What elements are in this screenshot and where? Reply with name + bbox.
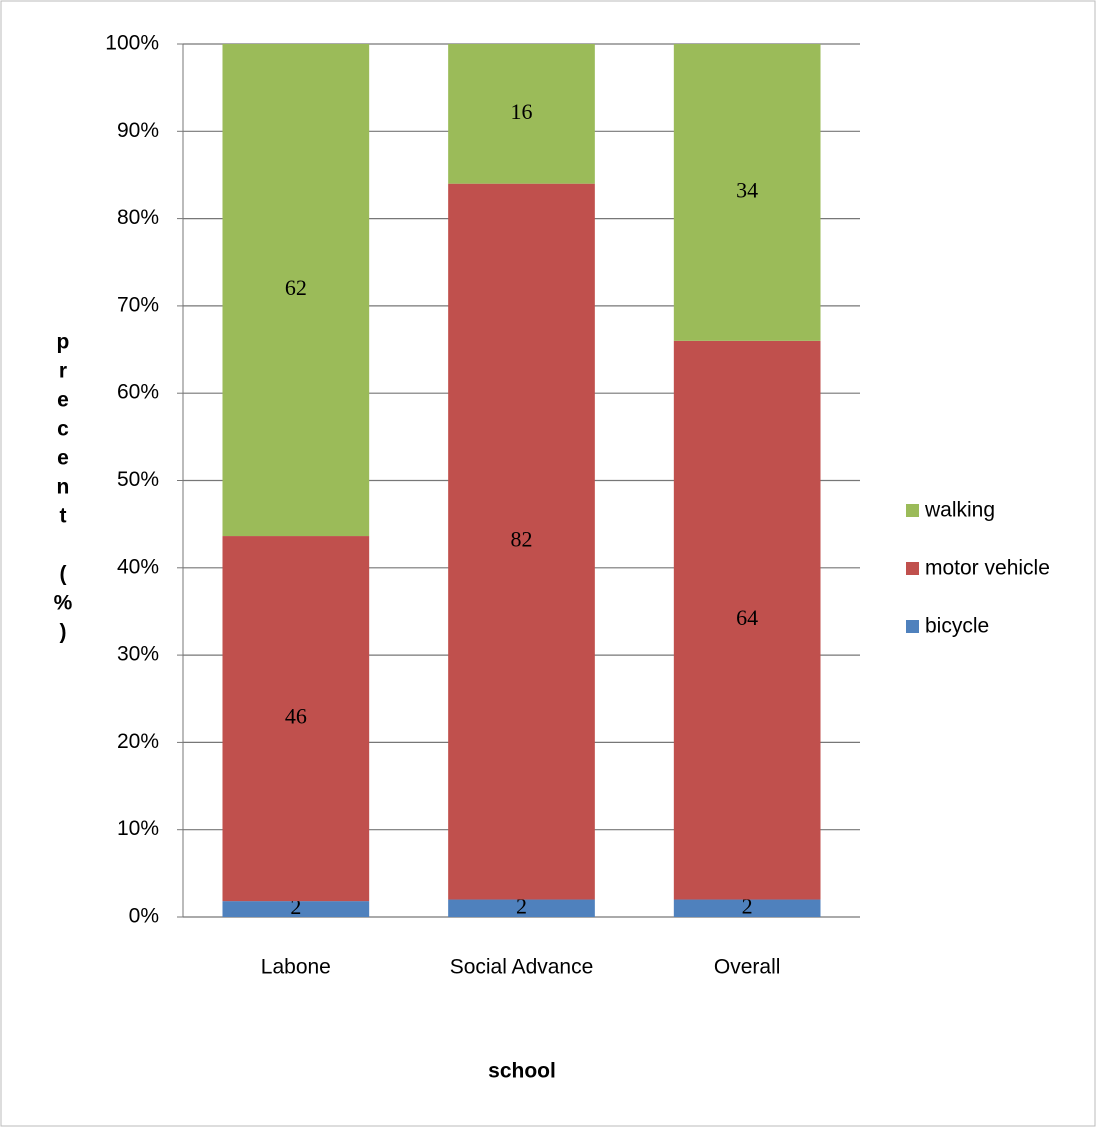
bar-segment <box>673 899 821 917</box>
x-tick-label: Social Advance <box>450 956 594 979</box>
y-tick-label: 50% <box>117 468 159 491</box>
y-tick-label: 40% <box>117 555 159 578</box>
value-label: 82 <box>511 527 533 552</box>
x-tick-label: Overall <box>714 956 781 979</box>
legend-swatch <box>906 504 919 517</box>
bar-segment <box>448 183 595 900</box>
legend-swatch <box>906 562 919 575</box>
value-label: 16 <box>511 99 533 124</box>
bar-segment <box>222 44 370 537</box>
bar-segment <box>448 44 595 184</box>
bar-segment <box>448 899 595 917</box>
legend-swatch <box>906 620 919 633</box>
value-label: 62 <box>285 275 307 300</box>
y-tick-label: 80% <box>117 206 159 229</box>
y-tick-label: 70% <box>117 293 159 316</box>
bar-segment <box>673 340 821 900</box>
y-tick-label: 60% <box>117 381 159 404</box>
value-label: 2 <box>516 893 527 918</box>
x-tick-label: Labone <box>261 956 331 979</box>
value-label: 64 <box>736 605 758 630</box>
bar-segment <box>222 536 370 902</box>
value-label: 2 <box>742 893 753 918</box>
legend-label: motor vehicle <box>925 557 1050 580</box>
value-label: 34 <box>736 177 758 202</box>
value-label: 46 <box>285 704 307 729</box>
x-axis-label: school <box>488 1060 556 1083</box>
legend-label: walking <box>924 499 995 522</box>
y-tick-label: 90% <box>117 119 159 142</box>
legend-label: bicycle <box>925 615 989 638</box>
y-tick-label: 20% <box>117 730 159 753</box>
bar-segment <box>222 901 370 917</box>
y-tick-label: 0% <box>129 905 159 928</box>
y-tick-label: 30% <box>117 643 159 666</box>
bar-segment <box>673 44 821 341</box>
y-axis-label: precent (%) <box>51 331 74 650</box>
value-label: 2 <box>290 894 301 919</box>
y-tick-label: 10% <box>117 817 159 840</box>
y-tick-label: 100% <box>105 32 159 55</box>
